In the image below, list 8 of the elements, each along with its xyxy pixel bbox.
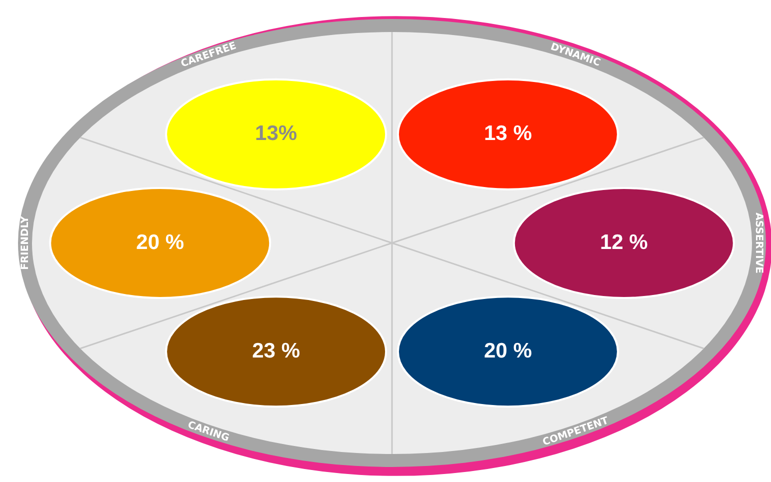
category-label: FRIENDLY xyxy=(20,215,32,270)
data-label: 23 % xyxy=(252,339,300,362)
category-label: ASSERTIVE xyxy=(752,212,764,274)
data-label: 20 % xyxy=(136,230,184,254)
data-label: 13% xyxy=(255,122,298,146)
data-label: 20 % xyxy=(484,339,532,362)
data-label: 12 % xyxy=(600,230,648,254)
data-label: 13 % xyxy=(484,122,532,146)
